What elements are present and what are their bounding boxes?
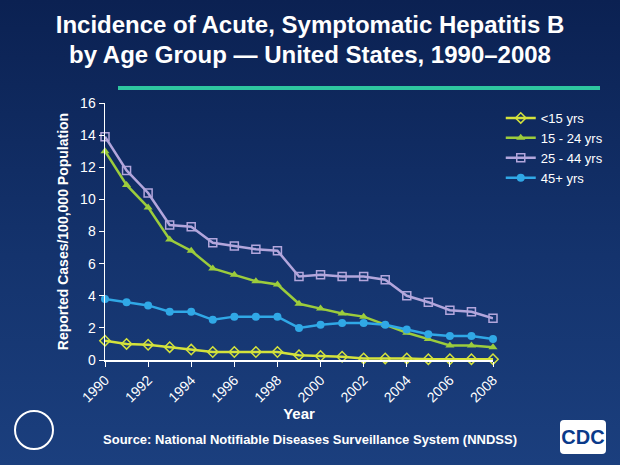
svg-text:<15 yrs: <15 yrs: [541, 111, 584, 126]
svg-text:2000: 2000: [294, 372, 327, 405]
svg-text:4: 4: [88, 288, 96, 304]
svg-text:8: 8: [88, 223, 96, 239]
svg-text:1990: 1990: [79, 372, 112, 405]
svg-text:45+ yrs: 45+ yrs: [541, 171, 584, 186]
html-text:CDC: CDC: [561, 426, 605, 448]
svg-text:2002: 2002: [337, 372, 370, 405]
svg-text:16: 16: [80, 95, 96, 111]
html-text:Incidence of Acute, Symptomati: Incidence of Acute, Symptomatic Hepatiti…: [55, 11, 565, 68]
svg-text:2006: 2006: [424, 372, 457, 405]
svg-text:1994: 1994: [165, 372, 198, 405]
svg-text:1996: 1996: [208, 372, 241, 405]
svg-text:0: 0: [88, 352, 96, 368]
svg-text:25 - 44 yrs: 25 - 44 yrs: [541, 151, 603, 166]
svg-text:2004: 2004: [381, 372, 414, 405]
svg-text:1992: 1992: [122, 372, 155, 405]
svg-text:12: 12: [80, 159, 96, 175]
svg-text:14: 14: [80, 127, 96, 143]
svg-text:2: 2: [88, 320, 96, 336]
svg-text:Year: Year: [283, 405, 315, 422]
svg-text:Reported Cases/100,000 Populat: Reported Cases/100,000 Population: [55, 113, 71, 350]
svg-text:6: 6: [88, 256, 96, 272]
svg-text:2008: 2008: [467, 372, 500, 405]
svg-text:1998: 1998: [251, 372, 284, 405]
html-text:Source: National Notifiable Di: Source: National Notifiable Diseases Sur…: [103, 432, 517, 447]
svg-text:15 - 24 yrs: 15 - 24 yrs: [541, 131, 603, 146]
svg-text:10: 10: [80, 191, 96, 207]
